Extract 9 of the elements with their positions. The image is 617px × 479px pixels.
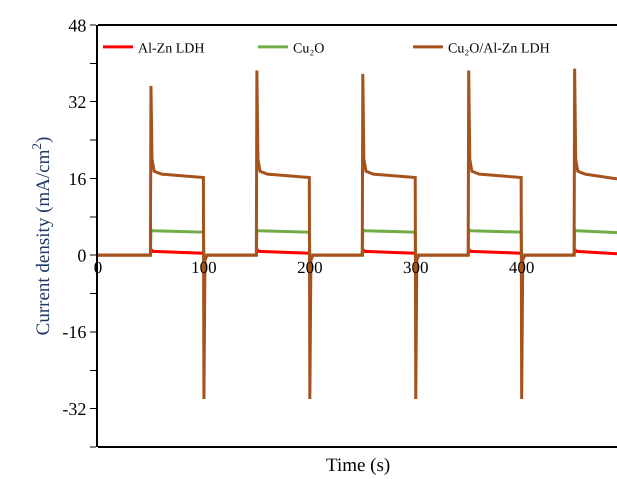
legend-label: Al-Zn LDH: [138, 41, 204, 56]
y-tick-label: -32: [62, 398, 86, 419]
y-tick-label: 32: [68, 92, 86, 112]
legend-label: Cu₂O/Al-Zn LDH: [448, 41, 550, 56]
y-tick-label: 48: [68, 15, 86, 36]
legend-label: Cu₂O: [293, 41, 324, 56]
y-tick-label: -16: [62, 322, 86, 342]
x-axis-title: Time (s): [326, 455, 390, 476]
y-tick-label: 16: [68, 168, 86, 189]
